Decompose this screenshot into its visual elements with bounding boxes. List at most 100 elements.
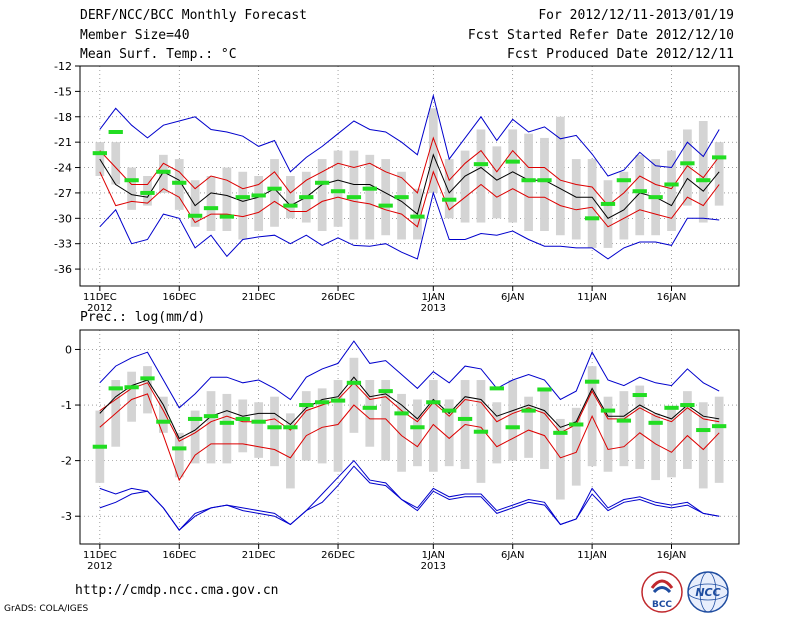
temp-observed-marker xyxy=(600,201,616,206)
temp-spread-bar xyxy=(349,150,359,240)
temp-spread-bar xyxy=(365,154,375,240)
temp-spread-bar xyxy=(381,159,391,236)
forecast-produced-label: Fcst Produced Date 2012/12/11 xyxy=(507,47,734,62)
temp-observed-marker xyxy=(696,178,711,183)
prec-spread-bar xyxy=(190,410,200,464)
prec-spread-bar xyxy=(413,399,422,467)
temp-observed-marker xyxy=(156,169,171,174)
prec-spread-bar xyxy=(270,396,279,467)
prec-spread-bar xyxy=(381,380,391,461)
temp-line-upper_mid xyxy=(99,136,720,207)
temp-spread-bar xyxy=(238,171,248,240)
ncc-logo-text: NCC xyxy=(695,586,720,599)
temp-observed-marker xyxy=(108,130,123,134)
temp-observed-marker xyxy=(584,216,600,221)
temp-ytick-label: -18 xyxy=(54,111,72,124)
prec-observed-marker xyxy=(473,429,489,434)
source-url: http://cmdp.ncc.cma.gov.cn xyxy=(75,583,279,598)
prec-spread-bar xyxy=(524,396,533,458)
prec-xtick-year-label: 2013 xyxy=(421,561,446,572)
prec-observed-marker xyxy=(505,425,520,430)
temp-observed-marker xyxy=(299,195,314,200)
ncc-logo: NCC xyxy=(687,571,729,613)
prec-spread-bar xyxy=(254,402,264,458)
temp-spread-bar xyxy=(492,146,502,219)
temperature-variable-label: Mean Surf. Temp.: °C xyxy=(80,47,237,62)
prec-observed-marker xyxy=(410,425,425,430)
prec-observed-marker xyxy=(124,385,139,390)
temp-observed-marker xyxy=(362,186,377,191)
prec-spread-bar xyxy=(555,418,565,500)
temp-spread-bar xyxy=(159,154,168,193)
prec-observed-marker xyxy=(235,416,250,421)
temp-observed-marker xyxy=(664,182,679,187)
grads-credit: GrADS: COLA/IGES xyxy=(4,604,89,614)
temp-observed-marker xyxy=(203,206,219,211)
prec-observed-marker xyxy=(712,424,727,429)
temp-spread-bar xyxy=(270,159,279,227)
temp-plot-frame xyxy=(79,65,740,287)
temp-observed-marker xyxy=(283,203,298,208)
temp-observed-marker xyxy=(473,162,489,167)
prec-line-lower xyxy=(99,459,720,531)
temp-spread-bar xyxy=(222,167,232,231)
prec-xtick-label: 11DEC xyxy=(83,550,117,561)
temp-line-upper xyxy=(99,93,720,177)
prec-spread-bar xyxy=(365,380,375,447)
temp-observed-marker xyxy=(505,159,520,164)
prec-xtick-label: 16JAN xyxy=(657,550,687,561)
prec-spread-bar xyxy=(635,385,645,469)
prec-spread-bar xyxy=(222,393,232,464)
prec-observed-marker xyxy=(457,416,473,421)
prec-plot-frame xyxy=(79,329,740,545)
prec-observed-marker xyxy=(632,393,647,398)
temp-xtick-label: 26DEC xyxy=(321,292,355,303)
temp-line-mean xyxy=(99,153,720,219)
temp-observed-marker xyxy=(378,203,393,208)
temp-spread-bar xyxy=(540,137,549,231)
prec-line-upper_mid xyxy=(99,382,720,442)
prec-observed-marker xyxy=(553,430,568,435)
temp-spread-bar xyxy=(127,167,136,210)
temp-xtick-year-label: 2012 xyxy=(87,303,112,314)
prec-spread-bar xyxy=(174,432,184,478)
temp-spread-bar xyxy=(683,129,692,206)
prec-observed-marker xyxy=(108,386,123,391)
prec-observed-marker xyxy=(283,425,298,430)
temp-xtick-label: 16DEC xyxy=(162,292,196,303)
temp-spread-bar xyxy=(635,154,645,236)
temp-xtick-year-label: 2013 xyxy=(421,303,446,314)
prec-spread-bar xyxy=(159,396,168,433)
prec-observed-marker xyxy=(489,386,504,391)
prec-observed-marker xyxy=(521,408,536,413)
temp-observed-marker xyxy=(616,178,632,183)
temp-observed-marker xyxy=(315,180,330,185)
prec-observed-marker xyxy=(664,405,679,410)
temp-spread-bar xyxy=(428,108,438,193)
prec-observed-marker xyxy=(92,444,107,449)
prec-ytick-label: -1 xyxy=(61,399,72,412)
prec-observed-marker xyxy=(584,379,600,384)
temp-observed-marker xyxy=(346,195,362,200)
temp-spread-bar xyxy=(143,176,152,206)
temp-spread-bar xyxy=(508,129,518,223)
prec-spread-bar xyxy=(492,402,502,464)
prec-line-lower_ext xyxy=(99,465,720,531)
prec-observed-marker xyxy=(394,411,409,416)
prec-xtick-label: 21DEC xyxy=(242,550,276,561)
prec-ytick-label: 0 xyxy=(65,343,72,356)
prec-observed-marker xyxy=(537,387,552,392)
temp-observed-marker xyxy=(521,178,536,183)
prec-spread-bar xyxy=(238,399,248,453)
temp-spread-bar xyxy=(555,116,565,236)
temp-observed-marker xyxy=(680,161,695,166)
member-size-label: Member Size=40 xyxy=(80,28,190,43)
temp-ytick-label: -12 xyxy=(54,60,72,73)
prec-xtick-label: 16DEC xyxy=(162,550,196,561)
prec-xtick-label: 26DEC xyxy=(321,550,355,561)
chart-title: DERF/NCC/BCC Monthly Forecast xyxy=(80,8,307,23)
prec-spread-bar xyxy=(397,393,406,472)
prec-ytick-label: -3 xyxy=(61,510,72,523)
prec-spread-bar xyxy=(206,391,216,464)
